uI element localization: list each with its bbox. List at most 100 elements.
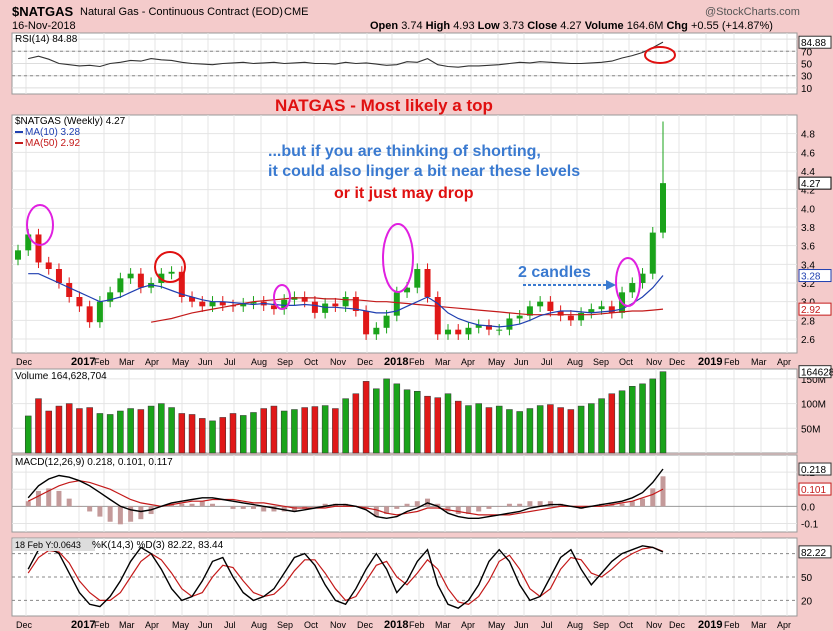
price-x-label: Mar [751, 357, 767, 367]
stochastic-tick-label: 20 [801, 596, 813, 607]
stochastic-x-label: Apr [145, 620, 159, 630]
volume-bar [239, 415, 247, 454]
macd-histogram-bar [619, 503, 625, 507]
volume-bar [332, 408, 339, 454]
volume-bar [117, 410, 124, 454]
macd-line [27, 468, 664, 520]
rsi-legend: RSI(14) 84.88 [15, 34, 78, 45]
macd-histogram-bar [230, 506, 236, 509]
price-tick-label: 4.2 [801, 186, 815, 197]
stochastic-x-label: May [488, 620, 506, 630]
macd-histogram-bar [435, 503, 441, 507]
price-x-label: May [488, 357, 506, 367]
price-candle-body [137, 273, 144, 288]
macd-histogram-bar [138, 506, 144, 520]
volume-bar [260, 408, 267, 454]
price-candle-body [199, 301, 206, 307]
macd-histogram-bar [87, 506, 93, 512]
price-candle-body [383, 315, 390, 328]
symbol-title: $NATGAS [12, 4, 74, 19]
macd-tick-label: 0.0 [801, 502, 815, 513]
macd-histogram-bar [486, 506, 492, 509]
price-x-label: Feb [724, 357, 740, 367]
price-candle-body [496, 329, 503, 331]
price-candle-body [557, 311, 564, 316]
macd-histogram-bar [25, 501, 31, 507]
price-x-label: Sep [593, 357, 609, 367]
macd-histogram-bar [76, 506, 82, 507]
price-x-label: Dec [357, 357, 374, 367]
macd-histogram-bar [107, 506, 113, 522]
volume-legend: Volume 164,628,704 [15, 371, 107, 382]
macd-histogram-bar [445, 506, 451, 512]
macd-histogram-bar [312, 506, 318, 507]
stochastic-legend: %K(14,3) %D(3) 82.22, 83.44 [92, 540, 224, 551]
macd-histogram-bar [640, 498, 646, 507]
price-candle-body [66, 283, 73, 297]
price-candle-body [86, 306, 93, 323]
volume-bar [301, 407, 308, 454]
price-legend-ma50: MA(50) 2.92 [25, 138, 80, 149]
price-x-label: Mar [119, 357, 135, 367]
chart-date: 16-Nov-2018 [12, 20, 76, 32]
volume-bar [414, 390, 421, 454]
price-tick-label: 3.6 [801, 242, 815, 253]
volume-tick-label: 50M [801, 424, 820, 435]
price-candle-body [35, 234, 42, 263]
price-x-label: Jun [514, 357, 529, 367]
macd-histogram-bar [629, 501, 635, 507]
low-value: 3.73 [502, 20, 525, 32]
price-tick-label: 4.8 [801, 130, 815, 141]
highlight-circle-sep2017 [273, 284, 291, 310]
stochastic-x-label: Feb [94, 620, 110, 630]
volume-bar [454, 400, 462, 454]
stochastic-x-label: Jun [514, 620, 529, 630]
rsi-highlight-circle [644, 46, 676, 64]
stochastic-x-label: Oct [304, 620, 319, 630]
stochastic-tooltip: 18 Feb Y:0.0643 [15, 540, 81, 550]
volume-bar [127, 408, 134, 454]
price-candle-body [629, 283, 636, 293]
price-candle-body [639, 273, 646, 283]
volume-bar [495, 405, 503, 454]
price-x-label: Apr [145, 357, 159, 367]
macd-histogram-bar [271, 506, 277, 512]
price-x-label: Oct [619, 357, 634, 367]
price-candle-body [393, 292, 400, 316]
macd-histogram-bar [128, 506, 134, 522]
volume-bar [168, 407, 175, 454]
price-candle-body [342, 297, 349, 307]
price-x-label: Oct [304, 357, 319, 367]
stochastic-x-label: Mar [435, 620, 451, 630]
price-candle-body [414, 269, 421, 288]
highlight-circle-jan2018 [382, 223, 414, 293]
price-tick-label: 3.4 [801, 260, 815, 271]
stochastic-tooltip-box [13, 539, 95, 551]
stochastic-x-label: Feb [724, 620, 740, 630]
stochastic-x-label: Nov [330, 620, 347, 630]
macd-histogram-bar [547, 501, 553, 507]
price-tick-label: 3.8 [801, 223, 815, 234]
price-x-label: Jul [541, 357, 553, 367]
macd-histogram-bar [281, 506, 287, 512]
volume-bar [291, 409, 298, 454]
volume-bar [608, 393, 616, 454]
volume-bar [280, 410, 288, 454]
volume-bar [270, 405, 278, 454]
volume-tick-label: 150M [801, 375, 826, 386]
macd-histogram-bar [199, 501, 205, 507]
macd-histogram-bar [66, 498, 72, 507]
macd-histogram-bar [179, 503, 185, 507]
macd-histogram-bar [220, 506, 226, 507]
price-candle-body [424, 269, 431, 297]
price-candle-body [311, 301, 318, 313]
close-value: 4.27 [560, 20, 582, 32]
price-candle-body [598, 306, 605, 310]
price-candle-body [76, 297, 83, 307]
price-tick-label: 4.4 [801, 167, 815, 178]
macd-histogram-bar [660, 476, 666, 507]
price-candle-body [506, 318, 513, 330]
macd-histogram-bar [117, 506, 123, 525]
price-candle-body [373, 327, 380, 335]
stochastic-k-line [27, 545, 664, 609]
